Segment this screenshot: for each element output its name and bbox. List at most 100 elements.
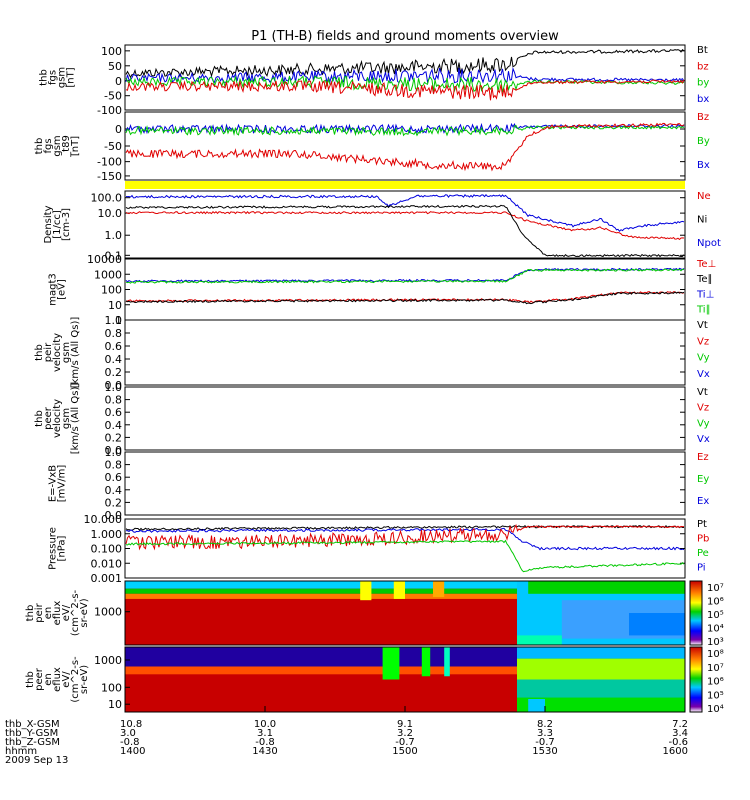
peir_v-frame: [124, 319, 686, 386]
peer_spec-band-5: [444, 647, 450, 677]
fgs-frame: [124, 44, 686, 111]
peir_spec-band-5: [393, 581, 405, 599]
fgs-s-tick-label-2: -100: [97, 156, 122, 169]
xaxis-x-1: 10.0: [254, 719, 276, 730]
xaxis-row-label-3: hhmm: [5, 746, 37, 757]
peer-colorbar: [689, 646, 703, 713]
temp-tick-label-2: 100: [101, 284, 122, 297]
efield-legend-Ez: Ez: [697, 452, 709, 463]
series-Ti-par: [125, 268, 685, 284]
peir_v-tick-label-4: 0.2: [105, 366, 123, 379]
peir_spec-spectrogram: [125, 581, 685, 645]
xaxis-hhmm-0: 1400: [120, 746, 145, 757]
peer_spec-band-8: [517, 658, 685, 680]
peir_spec-band-2: [125, 588, 517, 594]
series-Ne: [125, 210, 685, 241]
density-frame: [124, 190, 686, 259]
fgs_s-frame: [124, 111, 686, 181]
pressure-ylabel-1: [nPa]: [57, 535, 68, 561]
peer_spec-band-7: [517, 647, 685, 659]
pressure-tick-label-4: 0.001: [91, 572, 123, 585]
peer_spec-spectrogram: [125, 647, 685, 712]
density-ylabel-1: [1/cc]: [52, 210, 63, 239]
peer_v-tick-label-4: 0.2: [105, 431, 123, 444]
peer_v-tick-label-0: 1.0: [105, 381, 123, 394]
density-legend-Npot: Npot: [697, 238, 721, 249]
peir_v-tick-label-2: 0.6: [105, 340, 123, 353]
efield-tick-label-2: 0.6: [105, 471, 123, 484]
peer_v-legend-Vx: Vx: [697, 434, 710, 445]
temp-tick-label-0: 10000: [87, 253, 122, 266]
chart-title: P1 (TH-B) fields and ground moments over…: [251, 29, 559, 44]
temp-tick-label-3: 10: [108, 299, 122, 312]
peer_spec-tick-label-0: 1000: [94, 654, 122, 667]
fgs-tick-label-3: -50: [104, 90, 122, 103]
peir_spec-border: [124, 580, 686, 646]
peir-colorbar: [689, 580, 703, 646]
xaxis-row-label-2: thb_Z-GSM: [5, 737, 60, 748]
peer_v-legend-Vz: Vz: [697, 403, 709, 414]
xaxis-row-label-4: 2009 Sep 13: [5, 755, 68, 766]
peir_spec-band-3: [125, 593, 517, 599]
temp-tick-label-4: 1: [115, 314, 122, 327]
efield-legend-Ey: Ey: [697, 474, 709, 485]
xaxis-hhmm-2: 1500: [392, 746, 417, 757]
xaxis-y-4: 3.4: [672, 728, 688, 739]
peer-colorbar-label-4: 10⁴: [707, 704, 724, 715]
fgs-legend-Bt: Bt: [697, 45, 708, 56]
peer_v-tick-label-1: 0.8: [105, 394, 123, 407]
density-tick-label-0: 100.0: [91, 192, 123, 205]
series-Ni: [125, 204, 685, 258]
temp-legend-Ti∥: Ti∥: [696, 304, 711, 315]
fgs-s-ylabel-4: [nT]: [70, 136, 81, 156]
xaxis-x-2: 9.1: [397, 719, 413, 730]
density-legend-Ne: Ne: [697, 191, 711, 202]
pressure-ylabel-0: Pressure: [48, 527, 59, 570]
series-Te-perp: [125, 291, 685, 304]
series-by: [125, 75, 685, 93]
efield-tick-label-4: 0.2: [105, 496, 123, 509]
efield-tick-label-3: 0.4: [105, 484, 123, 497]
density-ylabel-0: Density: [43, 205, 54, 243]
series-Pe: [125, 539, 685, 573]
temp-frame: [124, 258, 686, 321]
density-tick-label-2: 1.0: [105, 229, 123, 242]
peer_spec-ylabel-5: (cm^2-s-: [70, 656, 81, 703]
peir_v-ylabel-3: gsm: [61, 342, 72, 363]
peir-colorbar-label-3: 10⁴: [707, 624, 724, 635]
xaxis-y-3: 3.3: [537, 728, 553, 739]
peer_v-ylabel-2: velocity: [52, 399, 63, 438]
peir_v-tick-label-5: 0.0: [105, 379, 123, 392]
fgs-s-legend-Bx: Bx: [697, 160, 710, 171]
efield-tick-label-0: 1.0: [105, 446, 123, 459]
fgs-legend-bz: bz: [697, 61, 709, 72]
peir-colorbar-label-1: 10⁶: [707, 597, 724, 608]
peer_v-tick-label-2: 0.6: [105, 406, 123, 419]
peer_spec-tick-label-1: 100: [101, 681, 122, 694]
peir_spec-band-10: [629, 613, 685, 636]
peir_spec-ylabel-6: sr-eV): [79, 598, 90, 627]
peer_spec-ylabel-1: peer: [34, 667, 45, 691]
peer_v-ylabel-0: thb: [34, 410, 45, 427]
fgs-tick-label-1: 50: [108, 60, 122, 73]
peir_v-legend-Vt: Vt: [697, 320, 708, 331]
fgs-tick-label-0: 100: [101, 45, 122, 58]
series-bx: [125, 66, 685, 85]
peir_spec-ylabel-4: eV/: [61, 604, 72, 621]
temp-legend-Ti⊥: Ti⊥: [696, 289, 714, 300]
peer_v-ylabel-1: peer: [43, 406, 54, 430]
peir_spec-band-4: [360, 581, 372, 601]
peir_v-tick-label-1: 0.8: [105, 327, 123, 340]
fgs-s-ylabel-1: fgs: [43, 138, 54, 153]
xaxis-z-1: -0.8: [255, 737, 275, 748]
peer_spec-band-10: [517, 697, 685, 712]
fgs-ylabel-3: [nT]: [66, 67, 77, 87]
peir_spec-ylabel-0: thb: [25, 605, 36, 622]
peir_v-ylabel-4: [km/s (All Qs)]: [70, 317, 81, 389]
peer_spec-band-4: [421, 647, 431, 677]
flag-bar: [125, 181, 685, 189]
temp-ylabel-1: [eV]: [57, 279, 68, 300]
series-Te-par: [125, 291, 685, 305]
peer_v-ylabel-3: gsm: [61, 408, 72, 429]
xaxis-x-0: 10.8: [120, 719, 142, 730]
